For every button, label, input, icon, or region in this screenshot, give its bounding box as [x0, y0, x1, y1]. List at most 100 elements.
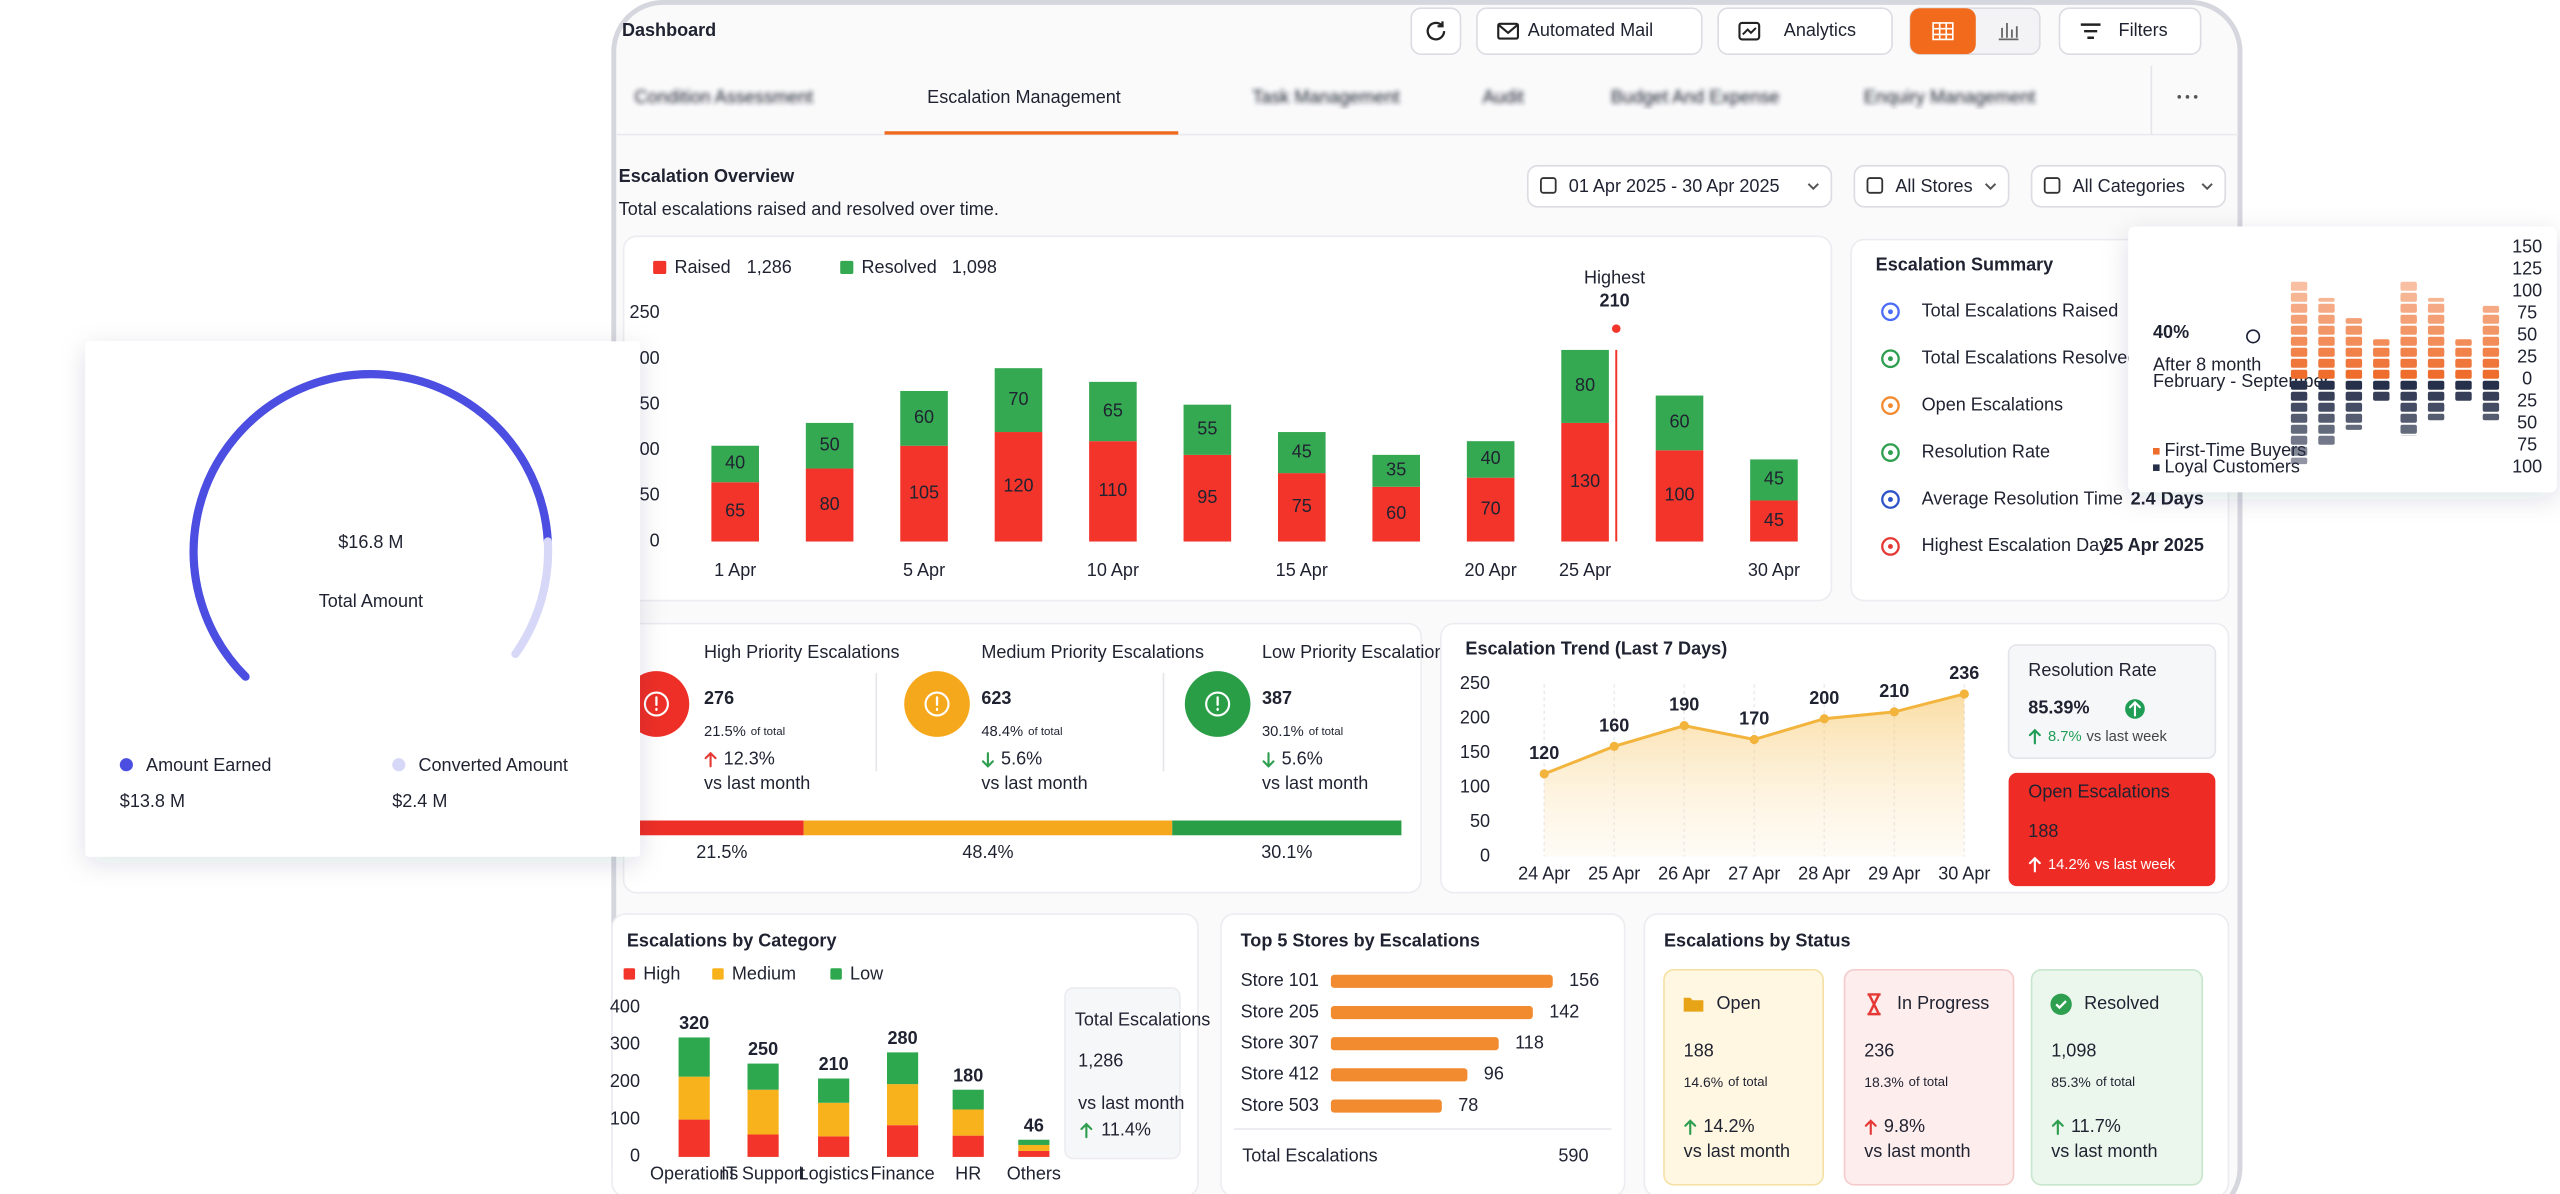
summary-icon	[1881, 490, 1900, 509]
trend-point	[1539, 769, 1549, 779]
button-box[interactable]	[1717, 7, 1893, 55]
tab[interactable]: Audit	[1483, 87, 1524, 107]
header-button[interactable]: Analytics	[1717, 7, 1893, 55]
x-tick-label: Operations	[650, 1164, 738, 1184]
dot-square	[2290, 281, 2308, 291]
legend-label: Converted Amount	[418, 755, 567, 775]
x-tick-label: 24 Apr	[1518, 863, 1570, 883]
filter-dropdown[interactable]: All Stores	[1853, 164, 2010, 208]
header: Dashboard Automated Mail Analytics Filters	[622, 7, 2202, 55]
y-tick-label: 75	[2517, 303, 2537, 323]
x-tick-label: 28 Apr	[1798, 863, 1850, 883]
refresh-button[interactable]	[1410, 7, 1462, 55]
stat-title: Open Escalations	[2028, 781, 2169, 801]
x-tick-label: 20 Apr	[1465, 560, 1517, 580]
bar-segment	[678, 1076, 710, 1120]
status-count: 188	[1684, 1041, 1714, 1061]
y-tick-label: 150	[2512, 237, 2542, 257]
priority-icon-ring	[643, 691, 669, 717]
card	[2128, 226, 2557, 493]
legend-label: Low	[850, 964, 884, 984]
summary-value: 2.4 Days	[2131, 488, 2204, 508]
dot-square	[2345, 380, 2363, 390]
dot-square	[2455, 339, 2472, 346]
dot-square	[2373, 347, 2390, 357]
table-icon	[1932, 22, 1954, 41]
dot-square	[2373, 380, 2390, 390]
tab[interactable]: Budget And Expense	[1611, 87, 1780, 107]
summary-icon	[1881, 396, 1900, 416]
dot-square	[2290, 347, 2308, 357]
button-label: Analytics	[1784, 20, 1856, 40]
legend-swatch	[830, 968, 842, 980]
y-tick-label: 0	[650, 530, 660, 550]
bar-segment	[711, 482, 759, 542]
bar-segment	[952, 1089, 984, 1110]
filter-dropdown[interactable]: All Categories	[2030, 164, 2227, 208]
bar	[1330, 1068, 1468, 1082]
status-name: Resolved	[2084, 993, 2159, 1013]
calendar-icon	[2043, 177, 2061, 194]
bar-value-label: 156	[1569, 970, 1599, 990]
view-toggle[interactable]	[1909, 7, 2041, 55]
dot-square	[2427, 391, 2445, 401]
dropdown-box[interactable]	[1853, 164, 2010, 208]
dot-square	[2373, 358, 2390, 368]
dot-square	[2427, 413, 2445, 421]
summary-label: Total Escalations Resolved	[1922, 347, 2138, 367]
tab[interactable]: Enquiry Management	[1864, 87, 2036, 107]
stat-change: 11.4%	[1101, 1119, 1151, 1139]
button-box[interactable]	[1476, 7, 1703, 55]
dot-column	[2482, 305, 2500, 379]
dot-column	[2482, 380, 2500, 421]
headline-icon	[2246, 329, 2261, 344]
status-change: 11.7%	[2071, 1116, 2121, 1136]
dot-square	[2482, 305, 2500, 313]
toggle-active[interactable]	[1910, 8, 1976, 55]
priority-share-part: 21.5%	[704, 724, 746, 740]
priority-icon-ring	[1205, 691, 1231, 717]
stat-change-part: vs last week	[2087, 729, 2168, 745]
dropdown-box[interactable]	[2030, 164, 2227, 208]
legend-label: Loyal Customers	[2165, 456, 2300, 476]
bar-value-label: 130	[1570, 471, 1600, 491]
x-tick-label: 10 Apr	[1087, 560, 1139, 580]
y-tick-label: Store 307	[1241, 1032, 1319, 1052]
bar	[1330, 1099, 1442, 1113]
dot-square	[2345, 402, 2363, 412]
trend-point	[1609, 741, 1619, 751]
trend-point	[1819, 714, 1829, 724]
dot-square	[2400, 336, 2417, 346]
priority-title: High Priority Escalations	[704, 642, 900, 662]
button-box[interactable]	[2058, 7, 2202, 55]
header-button[interactable]: Automated Mail	[1476, 7, 1703, 55]
trend-arrow	[2028, 856, 2041, 873]
stat-title: Total Escalations	[1075, 1009, 1210, 1029]
bar-segment	[900, 445, 948, 542]
legend-swatch	[623, 968, 636, 980]
button-box[interactable]	[1410, 7, 1462, 55]
dot-column	[2373, 339, 2390, 379]
summary-value: 25 Apr 2025	[2103, 535, 2204, 555]
more-button[interactable]	[2177, 95, 2198, 99]
bar-segment	[1018, 1150, 1050, 1157]
dot-column	[2318, 380, 2335, 445]
filter-dropdown[interactable]: 01 Apr 2025 - 30 Apr 2025	[1526, 164, 1833, 208]
bar-value-label: 60	[914, 407, 934, 427]
dropdown-box[interactable]	[1526, 164, 1833, 208]
priority-note: vs last month	[1262, 773, 1368, 793]
dot-square	[2400, 413, 2417, 423]
dot-column	[2290, 380, 2308, 465]
tab[interactable]: Escalation Management	[927, 87, 1121, 107]
dot-column	[2318, 297, 2335, 379]
dot-square	[2455, 391, 2472, 401]
dot-square	[2290, 336, 2308, 346]
tab[interactable]: Task Management	[1252, 87, 1399, 107]
y-tick-label: 25	[2517, 347, 2537, 367]
hourglass-icon	[1867, 993, 1881, 1016]
header-button[interactable]: Filters	[2058, 7, 2202, 55]
share-bar-label: 48.4%	[962, 842, 1013, 862]
tab[interactable]: Condition Assessment	[634, 87, 813, 107]
dot-square	[2290, 292, 2308, 302]
trend-point	[1749, 734, 1759, 745]
